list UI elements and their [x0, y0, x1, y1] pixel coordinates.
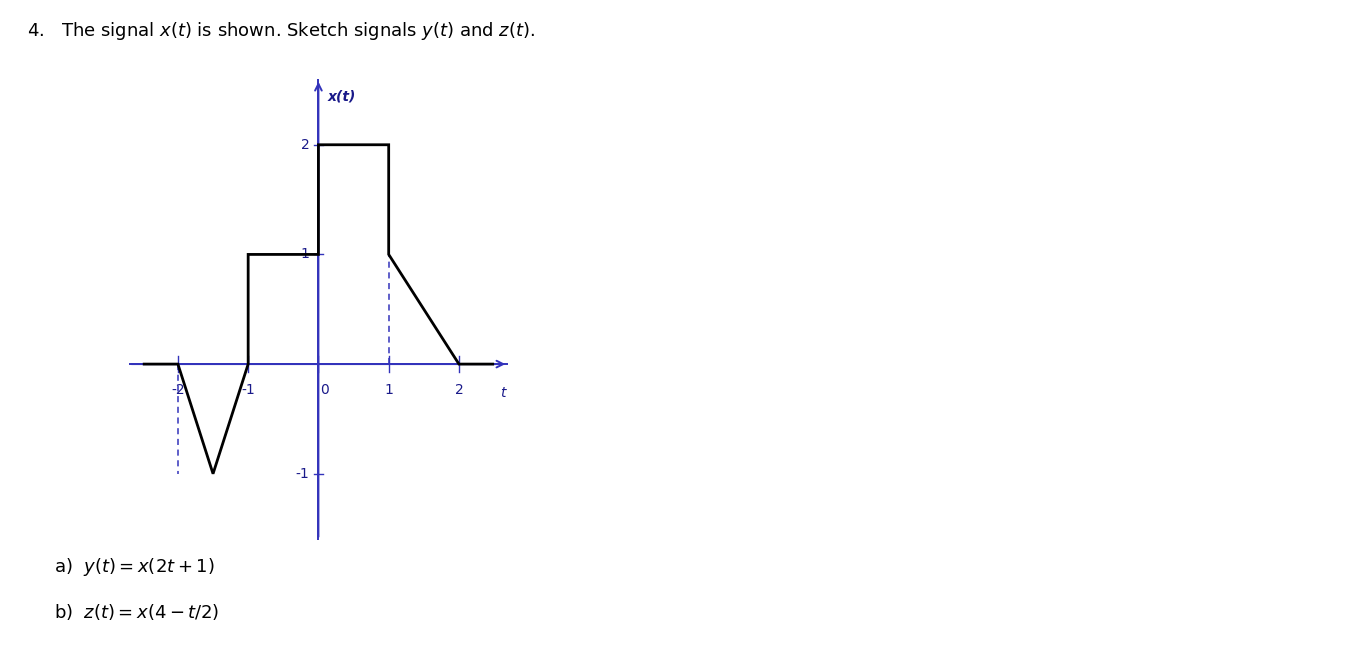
Text: t: t	[500, 386, 505, 400]
Text: x(t): x(t)	[328, 90, 356, 104]
Text: b)  $z(t) = x(4 - t/2)$: b) $z(t) = x(4 - t/2)$	[54, 602, 220, 622]
Text: 0: 0	[320, 383, 328, 397]
Text: -1: -1	[241, 383, 255, 397]
Text: 1: 1	[385, 383, 393, 397]
Text: 2: 2	[454, 383, 463, 397]
Text: 4.   The signal $x(t)$ is shown. Sketch signals $y(t)$ and $z(t)$.: 4. The signal $x(t)$ is shown. Sketch si…	[27, 20, 535, 41]
Text: a)  $y(t) = x(2t + 1)$: a) $y(t) = x(2t + 1)$	[54, 556, 214, 578]
Text: -2: -2	[171, 383, 184, 397]
Text: 1: 1	[301, 247, 309, 261]
Text: 2: 2	[301, 138, 309, 152]
Text: -1: -1	[295, 467, 309, 481]
